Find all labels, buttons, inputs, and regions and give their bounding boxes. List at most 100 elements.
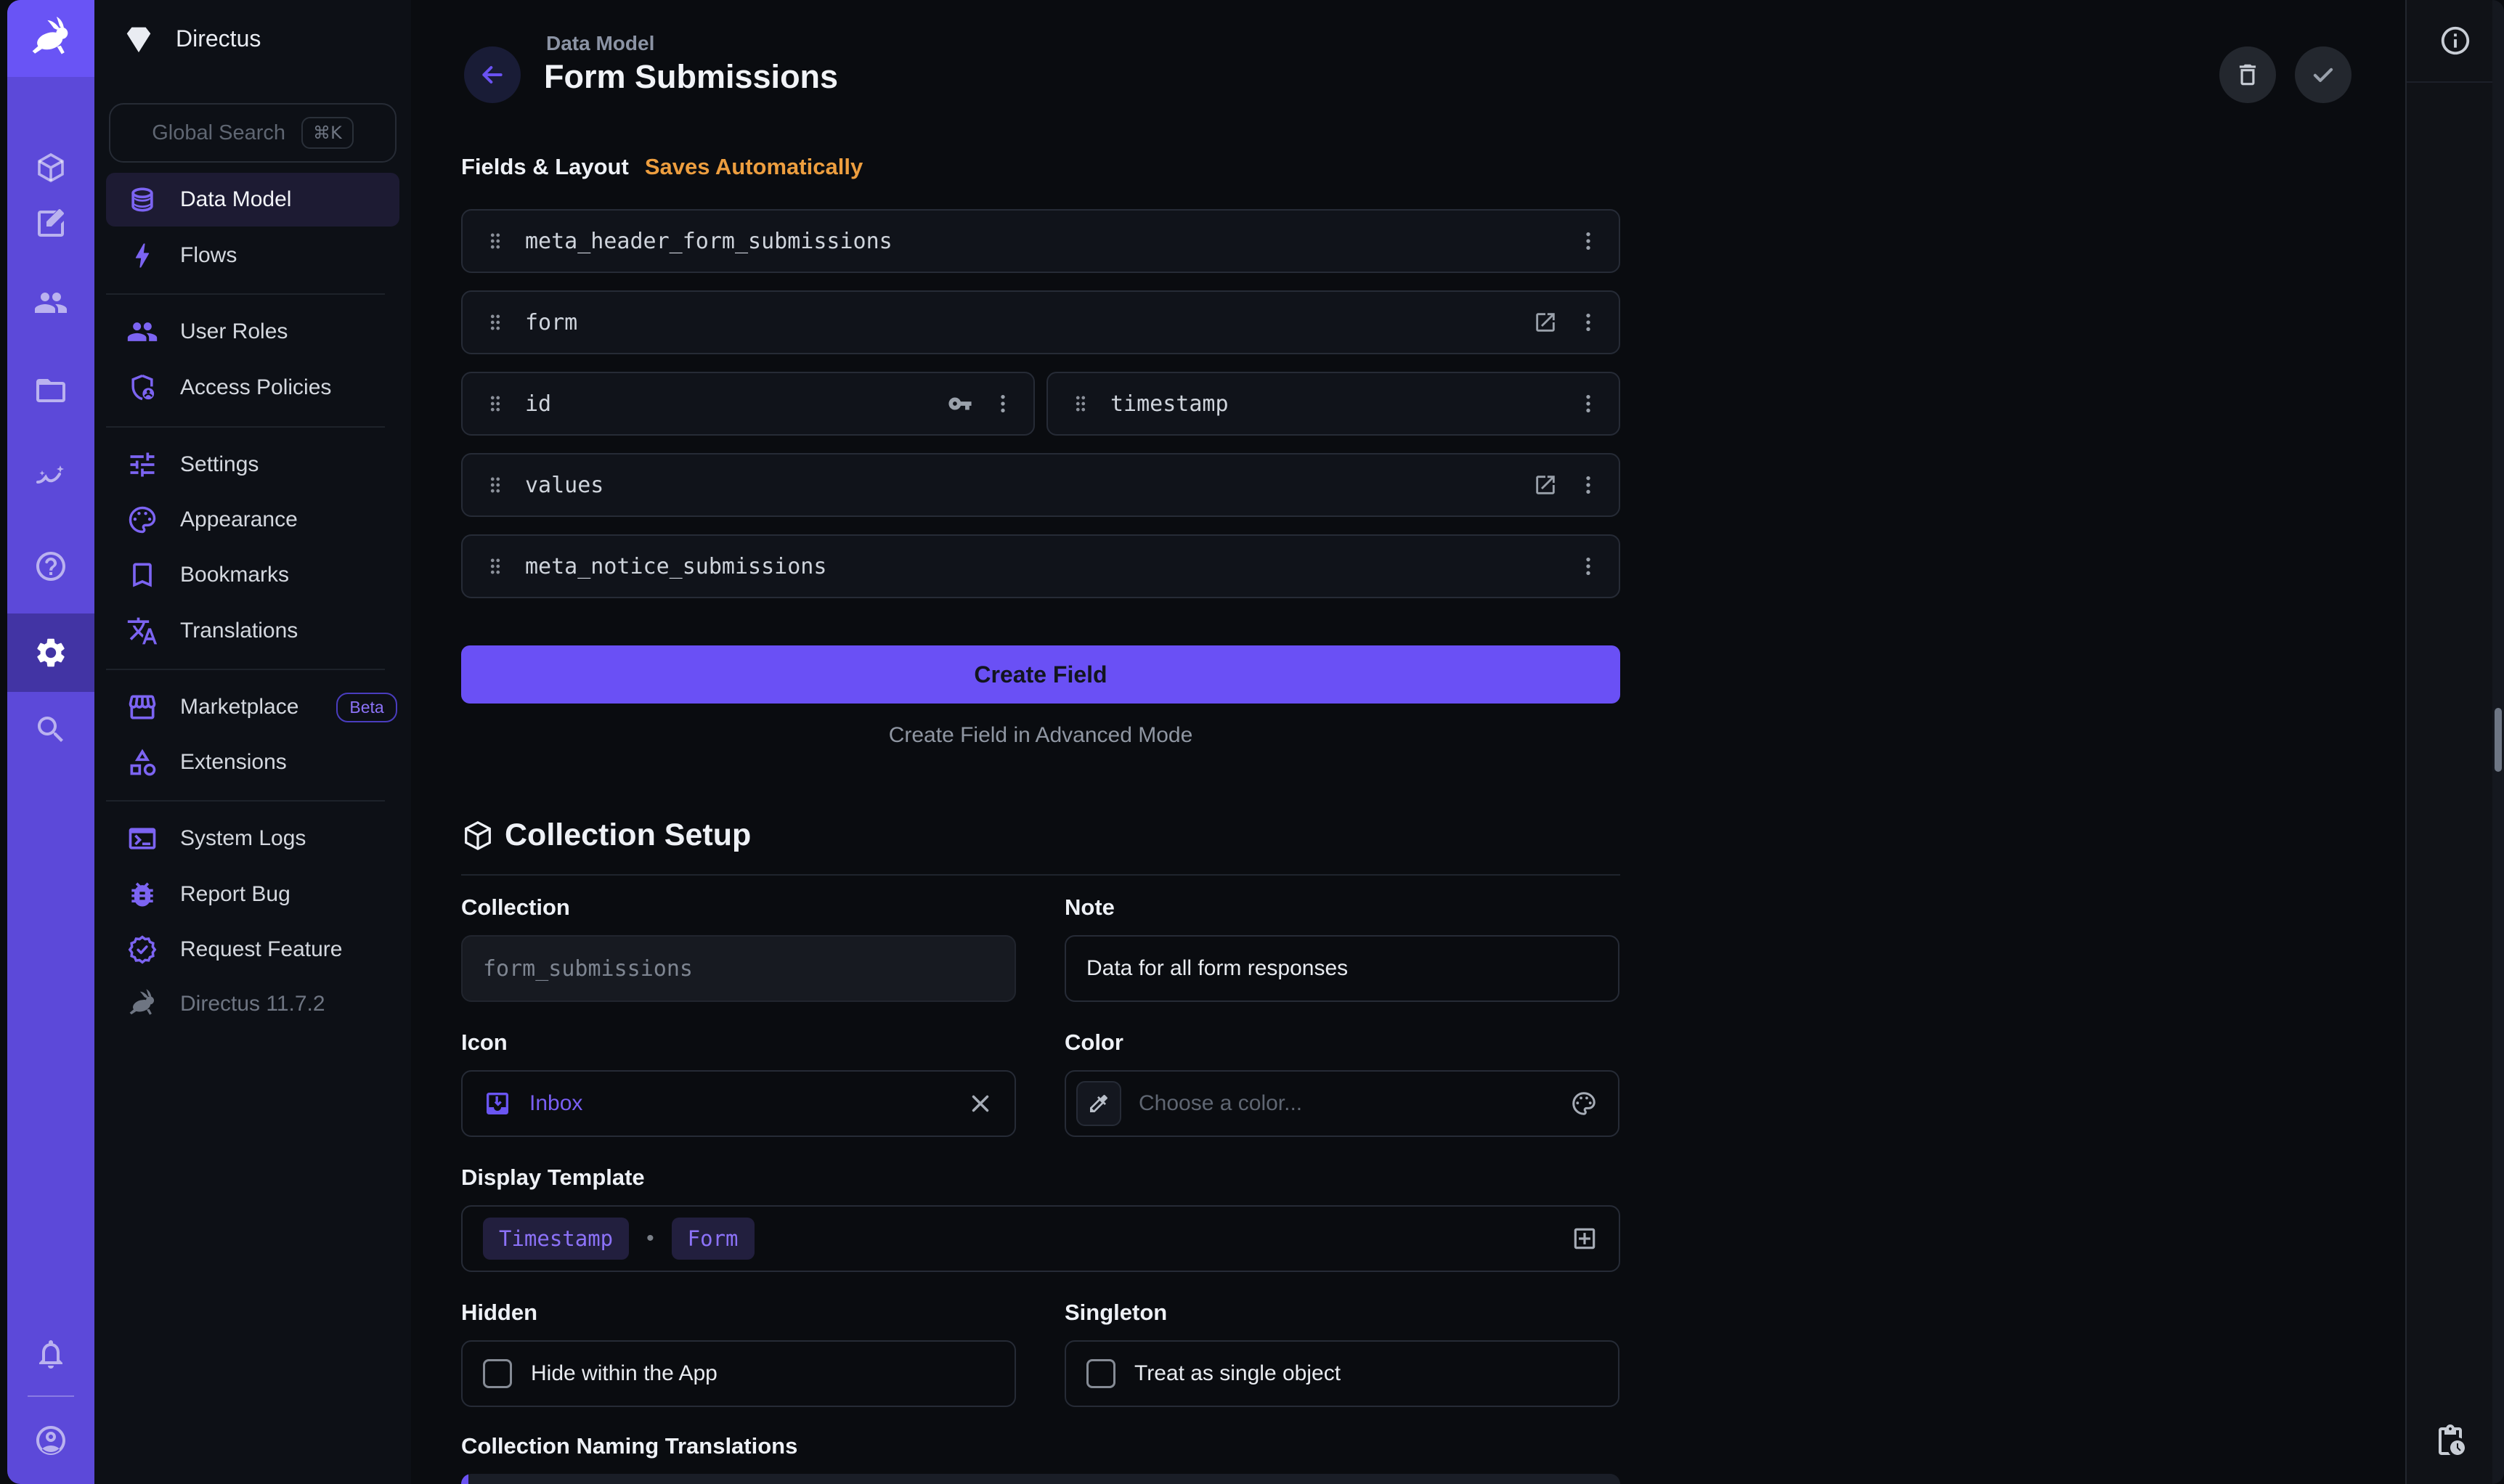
sidebar-item-bookmarks[interactable]: Bookmarks bbox=[106, 548, 399, 602]
field-name: timestamp bbox=[1110, 391, 1229, 417]
drag-handle-icon[interactable] bbox=[484, 230, 506, 252]
drag-handle-icon[interactable] bbox=[484, 393, 506, 415]
hidden-checkbox[interactable] bbox=[483, 1359, 512, 1388]
close-icon[interactable] bbox=[967, 1090, 994, 1117]
display-template-label: Display Template bbox=[461, 1165, 645, 1190]
hidden-checkbox-field[interactable]: Hide within the App bbox=[461, 1340, 1016, 1407]
shield-person-icon bbox=[126, 372, 158, 404]
color-field[interactable]: Choose a color... bbox=[1065, 1070, 1619, 1137]
back-button[interactable] bbox=[464, 46, 521, 103]
chip-separator: • bbox=[646, 1226, 654, 1250]
create-field-advanced-link[interactable]: Create Field in Advanced Mode bbox=[888, 723, 1193, 747]
search-placeholder: Global Search bbox=[152, 121, 286, 144]
directus-logo-button[interactable] bbox=[7, 0, 94, 77]
delete-collection-button[interactable] bbox=[2219, 46, 2276, 103]
sidebar-item-access-policies[interactable]: Access Policies bbox=[106, 361, 399, 415]
kebab-menu-icon[interactable] bbox=[1577, 473, 1600, 497]
breadcrumb[interactable]: Data Model bbox=[546, 32, 655, 54]
scrollbar-track[interactable] bbox=[2492, 0, 2504, 1484]
open-in-new-icon[interactable] bbox=[1533, 473, 1558, 497]
sidebar-info-button[interactable] bbox=[2407, 0, 2504, 83]
project-header[interactable]: Directus bbox=[122, 22, 261, 55]
module-content-button[interactable] bbox=[7, 133, 94, 203]
kebab-menu-icon[interactable] bbox=[1577, 392, 1600, 415]
sidebar-item-extensions[interactable]: Extensions bbox=[106, 735, 399, 789]
sidebar-item-label: Access Policies bbox=[180, 375, 332, 399]
clipboard-clock-icon bbox=[2433, 1423, 2468, 1458]
tune-icon bbox=[126, 449, 158, 481]
note-label: Note bbox=[1065, 894, 1115, 920]
global-search-input[interactable]: Global Search ⌘K bbox=[109, 103, 397, 163]
pending-items-button[interactable] bbox=[2407, 1423, 2494, 1458]
module-insights-button[interactable] bbox=[7, 441, 94, 511]
right-sidebar bbox=[2405, 0, 2504, 1484]
kebab-menu-icon[interactable] bbox=[1577, 229, 1600, 253]
sidebar-item-system-logs[interactable]: System Logs bbox=[106, 812, 399, 865]
project-diamond-icon bbox=[122, 22, 155, 55]
scrollbar-thumb[interactable] bbox=[2495, 708, 2502, 772]
bookmark-icon bbox=[126, 559, 158, 591]
eyedropper-icon[interactable] bbox=[1076, 1081, 1121, 1126]
box-icon bbox=[461, 819, 495, 852]
template-chip-form[interactable]: Form bbox=[671, 1218, 755, 1260]
kebab-menu-icon[interactable] bbox=[991, 392, 1015, 415]
display-template-field[interactable]: Timestamp • Form bbox=[461, 1205, 1620, 1272]
notifications-button[interactable] bbox=[7, 1319, 94, 1389]
sidebar-item-data-model[interactable]: Data Model bbox=[106, 173, 399, 227]
cube-module-icon bbox=[33, 150, 68, 185]
account-button[interactable] bbox=[7, 1406, 94, 1475]
drag-handle-icon[interactable] bbox=[484, 555, 506, 577]
drag-handle-icon[interactable] bbox=[484, 474, 506, 496]
fields-layout-title: Fields & Layout bbox=[461, 154, 629, 179]
note-value: Data for all form responses bbox=[1086, 956, 1349, 980]
insights-module-icon bbox=[33, 459, 68, 494]
create-field-button[interactable]: Create Field bbox=[461, 645, 1620, 704]
sidebar-item-report-bug[interactable]: Report Bug bbox=[106, 868, 399, 921]
category-icon bbox=[126, 746, 158, 778]
folder-module-icon bbox=[33, 373, 68, 408]
translate-icon bbox=[126, 615, 158, 647]
module-bar bbox=[7, 0, 94, 1484]
module-users-button[interactable] bbox=[7, 268, 94, 338]
save-button[interactable] bbox=[2295, 46, 2351, 103]
module-settings-button[interactable] bbox=[7, 613, 94, 692]
add-box-icon[interactable] bbox=[1571, 1225, 1598, 1252]
people-icon bbox=[126, 316, 158, 348]
collection-label: Collection bbox=[461, 894, 570, 920]
field-row-timestamp[interactable]: timestamp bbox=[1046, 372, 1620, 436]
sidebar-item-marketplace[interactable]: Marketplace Beta bbox=[106, 680, 399, 734]
icon-field[interactable]: Inbox bbox=[461, 1070, 1016, 1137]
open-in-new-icon[interactable] bbox=[1533, 310, 1558, 335]
template-chip-timestamp[interactable]: Timestamp bbox=[483, 1218, 630, 1260]
kebab-menu-icon[interactable] bbox=[1577, 555, 1600, 578]
sidebar-item-settings[interactable]: Settings bbox=[106, 438, 399, 492]
sidebar-item-translations[interactable]: Translations bbox=[106, 604, 399, 658]
note-field[interactable]: Data for all form responses bbox=[1065, 935, 1619, 1002]
field-name: meta_notice_submissions bbox=[525, 553, 827, 579]
module-editor-button[interactable] bbox=[7, 189, 94, 258]
drag-handle-icon[interactable] bbox=[1070, 393, 1092, 415]
field-row-values[interactable]: values bbox=[461, 453, 1620, 517]
palette-icon[interactable] bbox=[1570, 1090, 1598, 1117]
singleton-checkbox[interactable] bbox=[1086, 1359, 1115, 1388]
fields-layout-heading: Fields & Layout Saves Automatically bbox=[461, 154, 863, 180]
sidebar-item-appearance[interactable]: Appearance bbox=[106, 493, 399, 547]
field-row-id[interactable]: id bbox=[461, 372, 1035, 436]
singleton-checkbox-label: Treat as single object bbox=[1134, 1361, 1341, 1385]
sidebar-item-request-feature[interactable]: Request Feature bbox=[106, 923, 399, 977]
module-search-button[interactable] bbox=[7, 695, 94, 765]
field-row-meta-header[interactable]: meta_header_form_submissions bbox=[461, 209, 1620, 273]
naming-translations-row-partial[interactable] bbox=[461, 1474, 1620, 1484]
drag-handle-icon[interactable] bbox=[484, 311, 506, 333]
field-row-form[interactable]: form bbox=[461, 290, 1620, 354]
singleton-checkbox-field[interactable]: Treat as single object bbox=[1065, 1340, 1619, 1407]
sidebar-item-user-roles[interactable]: User Roles bbox=[106, 305, 399, 359]
sidebar-item-label: Data Model bbox=[180, 187, 292, 211]
nav-divider bbox=[106, 669, 385, 670]
module-files-button[interactable] bbox=[7, 356, 94, 425]
module-help-button[interactable] bbox=[7, 531, 94, 601]
account-circle-icon bbox=[33, 1423, 68, 1458]
kebab-menu-icon[interactable] bbox=[1577, 311, 1600, 334]
field-row-meta-notice[interactable]: meta_notice_submissions bbox=[461, 534, 1620, 598]
sidebar-item-flows[interactable]: Flows bbox=[106, 229, 399, 282]
